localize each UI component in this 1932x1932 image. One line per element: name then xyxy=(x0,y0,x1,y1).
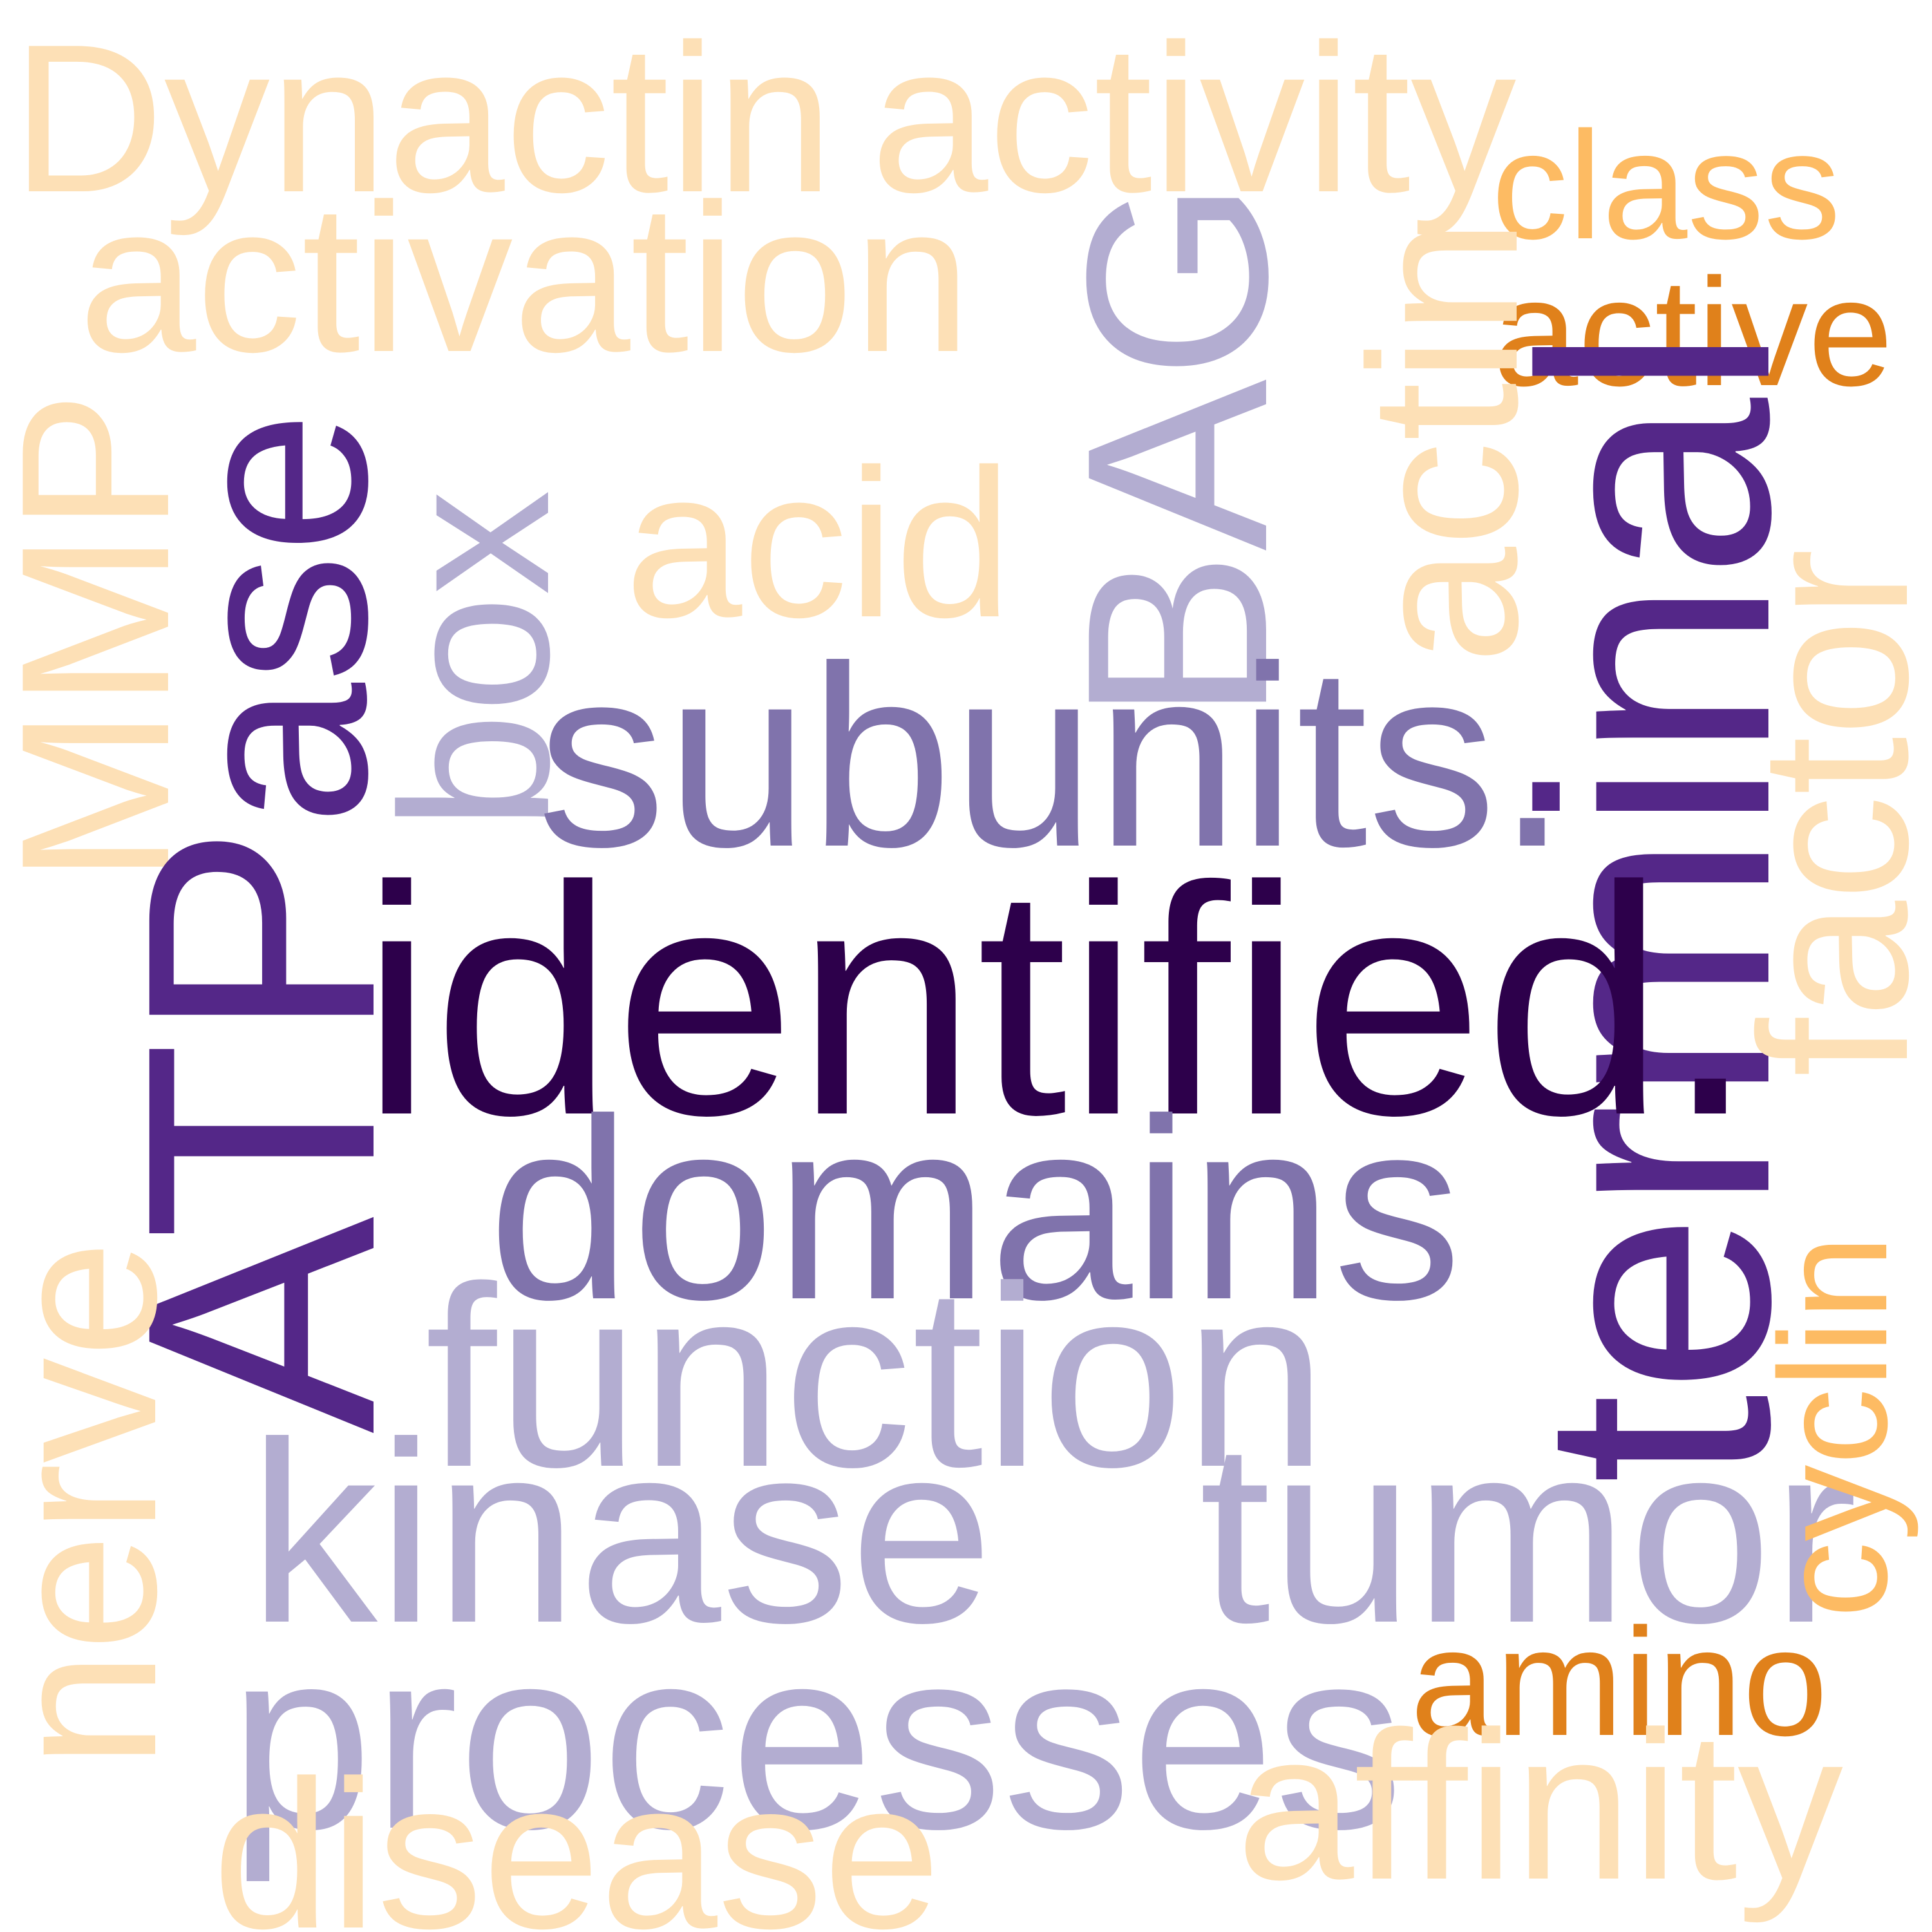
word-tumor: tumor xyxy=(1199,1388,1858,1676)
word-domains: domains xyxy=(488,1065,1462,1353)
word-amino: amino xyxy=(1410,1597,1828,1768)
word-kinase: kinase xyxy=(249,1388,994,1676)
word-factor: factor xyxy=(1716,548,1932,1077)
word-cyclin: cyclin xyxy=(1748,1235,1919,1618)
word-disease: disease xyxy=(213,1736,941,1932)
word-activation: activation xyxy=(79,160,971,396)
word-function: function xyxy=(425,1233,1327,1520)
word-class: class xyxy=(1492,100,1841,271)
word-affinity: affinity xyxy=(1236,1687,1844,1924)
word-active: active xyxy=(1493,247,1893,418)
word-dynactin: Dynactin xyxy=(12,0,834,236)
word-processes: processes xyxy=(229,1595,1404,1882)
word-activity: activity xyxy=(871,0,1517,236)
word-acid: acid xyxy=(625,425,1012,661)
word-identified: identified. xyxy=(361,819,1756,1183)
word-nerve: nerve xyxy=(0,1240,200,1769)
word-subunits: subunits. xyxy=(537,612,1568,900)
